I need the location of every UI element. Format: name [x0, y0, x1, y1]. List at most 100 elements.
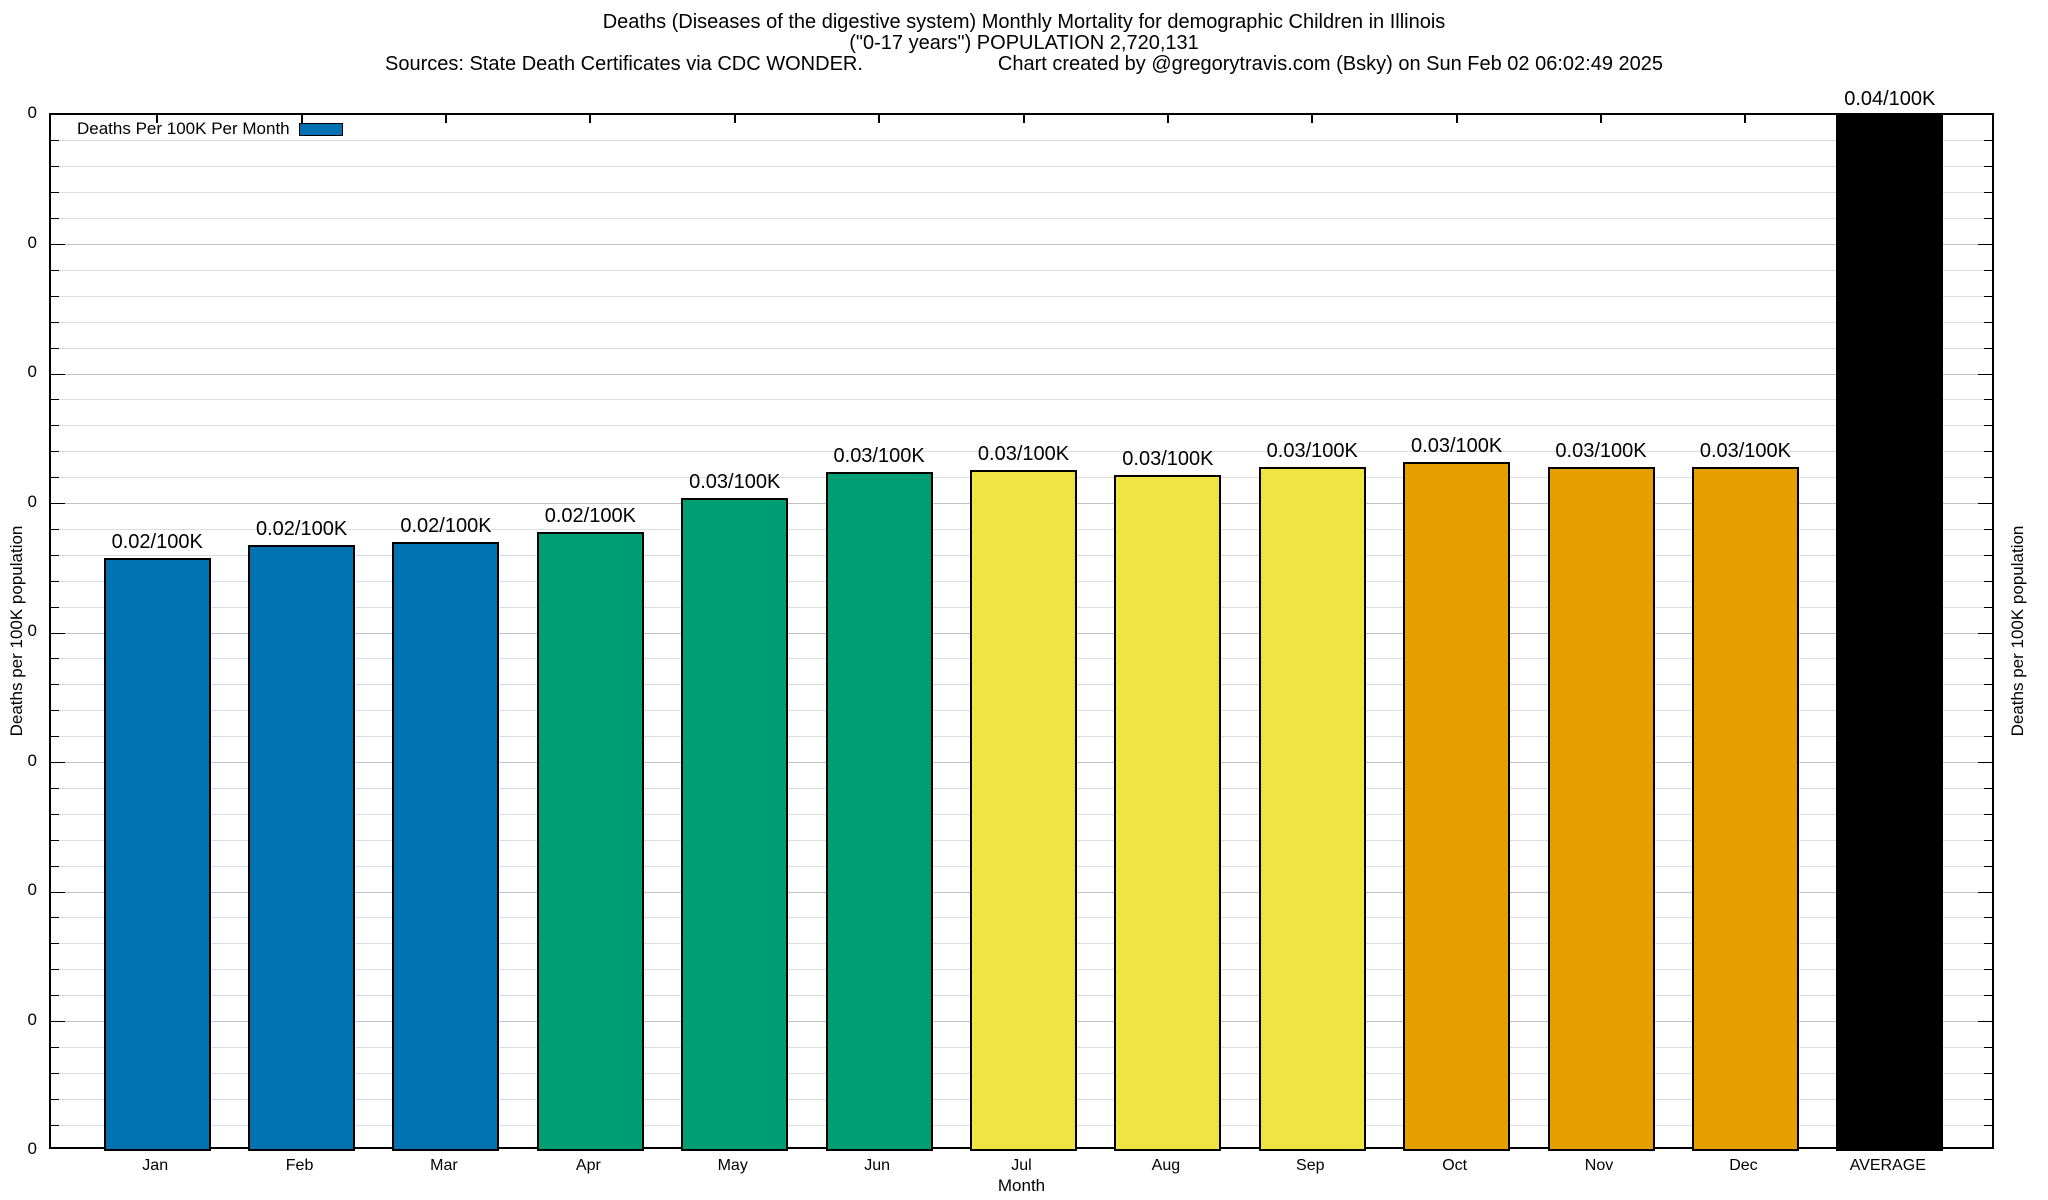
y-tick-mark-left — [51, 140, 59, 142]
y-tick-mark-right — [1978, 244, 1992, 245]
y-tick-mark-left — [51, 891, 65, 893]
y-tick-mark-right — [1978, 762, 1992, 763]
y-tick-mark-right — [1984, 1072, 1992, 1074]
y-tick-mark-right — [1978, 373, 1992, 375]
x-tick-mark-top — [444, 115, 447, 123]
y-tick-mark-left — [51, 839, 59, 841]
chart-credit-text: Chart created by @gregorytravis.com (Bsk… — [997, 53, 1663, 75]
y-tick-mark-right — [1984, 1098, 1992, 1100]
bar-mar — [392, 542, 500, 1151]
y-tick-mark-left — [51, 373, 65, 375]
y-tick-mark-left — [51, 632, 65, 634]
y-tick-mark-left — [51, 477, 59, 479]
y-tick-mark-left — [51, 451, 59, 453]
y-tick-label: 0 — [27, 491, 37, 511]
y-tick-mark-left — [51, 1124, 59, 1126]
y-tick-mark-right — [1984, 943, 1992, 945]
y-tick-mark-right — [1984, 321, 1992, 323]
minor-gridline — [51, 295, 1992, 297]
y-tick-mark-left — [51, 528, 59, 530]
y-tick-mark-left — [51, 554, 59, 556]
y-tick-mark-right — [1984, 347, 1992, 349]
bar-value-label: 0.04/100K — [1844, 88, 1936, 110]
y-tick-mark-right — [1984, 865, 1992, 867]
y-tick-mark-right — [1984, 969, 1992, 971]
minor-gridline — [51, 269, 1992, 271]
y-tick-mark-right — [1984, 528, 1992, 530]
y-tick-mark-right — [1984, 580, 1992, 582]
x-tick-mark-top — [300, 115, 303, 123]
y-tick-mark-right — [1984, 425, 1992, 427]
y-tick-mark-right — [1984, 295, 1992, 297]
legend-label: Deaths Per 100K Per Month — [77, 119, 290, 138]
chart-title-line3: Sources: State Death Certificates via CD… — [0, 54, 2048, 75]
y-tick-mark-left — [51, 347, 59, 349]
bar-feb — [248, 544, 356, 1151]
x-tick-mark-top — [1166, 115, 1169, 123]
y-tick-mark-right — [1984, 917, 1992, 919]
y-tick-mark-right — [1978, 1021, 1992, 1022]
y-tick-mark-left — [51, 606, 59, 608]
y-tick-label: 0 — [27, 880, 37, 899]
minor-gridline — [51, 166, 1992, 168]
legend: Deaths Per 100K Per Month — [77, 119, 343, 139]
bar-value-label: 0.03/100K — [833, 445, 925, 468]
y-tick-mark-left — [51, 813, 59, 815]
y-tick-mark-left — [51, 321, 59, 323]
y-tick-mark-left — [51, 658, 59, 660]
y-tick-mark-right — [1984, 269, 1992, 271]
y-tick-label: 0 — [27, 232, 37, 252]
y-tick-mark-right — [1978, 632, 1992, 634]
y-tick-mark-left — [51, 425, 59, 427]
y-tick-mark-left — [51, 399, 59, 401]
minor-gridline — [51, 321, 1992, 323]
y-tick-mark-left — [51, 1021, 65, 1022]
bar-value-label: 0.03/100K — [1411, 435, 1503, 458]
x-tick-label: Oct — [1442, 1157, 1468, 1174]
x-tick-label: Mar — [430, 1157, 458, 1174]
x-tick-mark-top — [733, 115, 736, 123]
y-tick-mark-left — [51, 710, 59, 712]
y-axis-title-left: Deaths per 100K population — [7, 525, 26, 737]
bar-value-label: 0.03/100K — [689, 471, 781, 494]
bar-value-label: 0.02/100K — [544, 504, 636, 527]
y-tick-label: 0 — [27, 1009, 37, 1029]
bar-value-label: 0.02/100K — [400, 515, 492, 538]
bar-value-label: 0.02/100K — [111, 530, 203, 553]
major-gridline — [51, 244, 1992, 245]
y-tick-mark-left — [51, 295, 59, 297]
x-tick-label: Apr — [575, 1157, 601, 1174]
y-tick-mark-right — [1984, 1124, 1992, 1126]
x-tick-mark-top — [878, 115, 881, 123]
x-tick-mark-top — [1744, 115, 1747, 123]
major-gridline — [51, 373, 1992, 375]
bar-jun — [825, 472, 933, 1151]
y-tick-mark-right — [1984, 839, 1992, 841]
y-tick-mark-left — [51, 762, 65, 763]
y-tick-mark-left — [51, 244, 65, 245]
y-tick-mark-right — [1984, 736, 1992, 738]
chart-title-line2: ("0-17 years") POPULATION 2,720,131 — [849, 32, 1199, 54]
y-tick-mark-left — [51, 943, 59, 945]
y-tick-mark-right — [1978, 503, 1992, 504]
y-tick-mark-left — [51, 865, 59, 867]
minor-gridline — [51, 451, 1992, 453]
y-axis-title-right: Deaths per 100K population — [2008, 525, 2027, 737]
bar-may — [681, 498, 789, 1151]
y-tick-label: 0 — [27, 621, 37, 640]
minor-gridline — [51, 192, 1992, 194]
minor-gridline — [51, 140, 1992, 142]
x-tick-mark-top — [1600, 115, 1603, 123]
y-tick-mark-left — [51, 995, 59, 997]
y-tick-mark-left — [51, 1046, 59, 1048]
bar-value-label: 0.03/100K — [1122, 448, 1214, 470]
y-tick-mark-right — [1984, 140, 1992, 142]
legend-swatch — [298, 122, 343, 136]
bar-apr — [536, 531, 644, 1151]
x-tick-mark-top — [589, 115, 592, 123]
x-tick-label: May — [717, 1157, 748, 1174]
y-tick-label: 0 — [27, 750, 37, 770]
y-tick-mark-right — [1984, 218, 1992, 220]
bar-value-label: 0.03/100K — [1699, 440, 1792, 463]
